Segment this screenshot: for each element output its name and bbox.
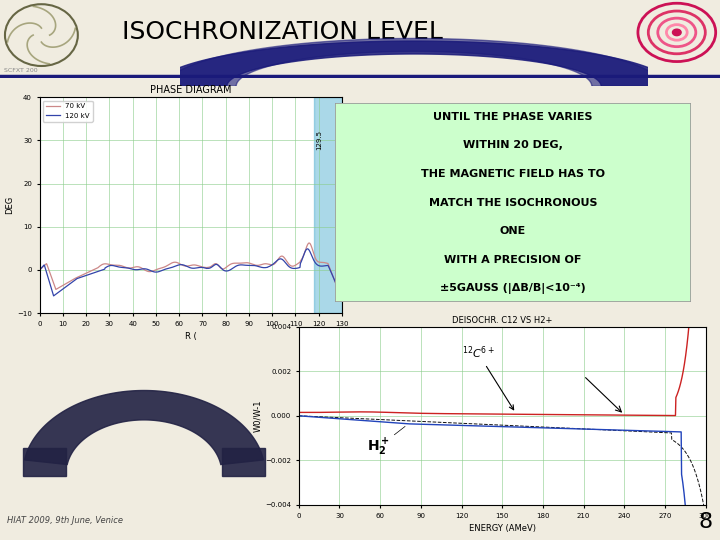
70 kV	[338, 298, 346, 304]
120 kV	[296, 264, 305, 271]
Text: ONE: ONE	[500, 226, 526, 236]
Text: HIAT 2009, 9th June, Venice: HIAT 2009, 9th June, Venice	[7, 516, 123, 525]
Line: 70 kV: 70 kV	[40, 243, 342, 301]
70 kV	[265, 261, 274, 267]
120 kV	[35, 267, 44, 273]
70 kV	[211, 260, 220, 267]
120 kV	[54, 289, 63, 296]
Bar	[314, 97, 342, 313]
70 kV	[35, 267, 44, 273]
Polygon shape	[23, 448, 66, 476]
Y-axis label: DEG: DEG	[5, 196, 14, 214]
70 kV	[305, 240, 313, 246]
120 kV	[219, 267, 228, 273]
Text: WITH A PRECISION OF: WITH A PRECISION OF	[444, 254, 582, 265]
Polygon shape	[222, 448, 265, 476]
Polygon shape	[24, 390, 264, 464]
X-axis label: ENERGY (AMeV): ENERGY (AMeV)	[469, 524, 536, 533]
70 kV	[296, 259, 305, 265]
X-axis label: R (: R (	[185, 333, 197, 341]
Text: ±5GAUSS (|ΔB/B|<10⁻⁴): ±5GAUSS (|ΔB/B|<10⁻⁴)	[440, 282, 586, 294]
Title: PHASE DIAGRAM: PHASE DIAGRAM	[150, 85, 232, 95]
Text: ISOCHRONIZATION LEVEL: ISOCHRONIZATION LEVEL	[122, 19, 444, 44]
Polygon shape	[156, 41, 672, 86]
Line: 120 kV: 120 kV	[40, 249, 342, 298]
Text: SCFXT 200: SCFXT 200	[4, 68, 37, 73]
120 kV	[265, 264, 274, 270]
Text: UNTIL THE PHASE VARIES: UNTIL THE PHASE VARIES	[433, 112, 593, 122]
70 kV	[219, 266, 228, 272]
Text: 129.5: 129.5	[316, 130, 323, 150]
120 kV	[338, 294, 346, 301]
Text: $^{12}C^{6+}$: $^{12}C^{6+}$	[462, 345, 513, 410]
Circle shape	[672, 29, 681, 36]
Title: DEISOCHR. C12 VS H2+: DEISOCHR. C12 VS H2+	[452, 315, 552, 325]
120 kV	[228, 265, 237, 272]
120 kV	[303, 246, 312, 252]
120 kV	[211, 261, 220, 268]
70 kV	[228, 260, 237, 267]
Text: THE MAGNETIC FIELD HAS TO: THE MAGNETIC FIELD HAS TO	[421, 169, 605, 179]
70 kV	[54, 285, 63, 292]
Legend: 70 kV, 120 kV: 70 kV, 120 kV	[43, 100, 93, 122]
Text: WITHIN 20 DEG,: WITHIN 20 DEG,	[463, 140, 563, 151]
Text: $\mathbf{H_2^+}$: $\mathbf{H_2^+}$	[366, 427, 405, 458]
Text: 8: 8	[698, 512, 713, 532]
Text: MATCH THE ISOCHRONOUS: MATCH THE ISOCHRONOUS	[428, 198, 598, 207]
Y-axis label: W0/W-1: W0/W-1	[253, 400, 262, 432]
Polygon shape	[166, 38, 662, 86]
